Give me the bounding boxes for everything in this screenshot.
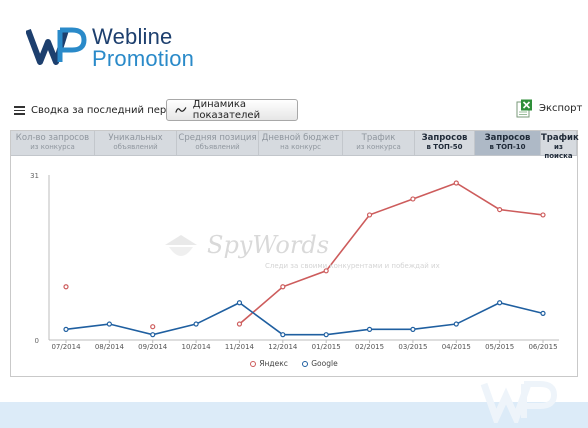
data-point-yandex (410, 196, 416, 202)
data-point-google (497, 300, 503, 306)
data-point-google (366, 326, 373, 332)
metric-tab-label: Кол-во запросов (15, 133, 90, 143)
x-tick-label: 12/2014 (268, 343, 298, 351)
export-label: Экспорт (539, 103, 583, 114)
metric-tab-sublabel: объявлений (113, 143, 158, 151)
data-point-yandex (540, 212, 546, 218)
data-point-google (323, 332, 329, 338)
data-point-yandex (150, 324, 156, 330)
chart-legend: Яндекс Google (11, 359, 577, 369)
metric-tab[interactable]: Средняя позиция объявлений (177, 131, 259, 155)
webline-logo: Webline Promotion (26, 22, 206, 74)
metric-tab-sublabel: на конкурс (280, 143, 321, 151)
metric-tabs: Кол-во запросов из конкурса Уникальных объя… (11, 131, 579, 160)
data-point-yandex (280, 284, 286, 290)
x-tick-label: 09/2014 (138, 343, 168, 351)
data-point-google (280, 332, 286, 338)
legend-dot-google (302, 360, 309, 367)
data-point-google (540, 310, 546, 316)
data-point-google (453, 321, 459, 327)
dynamics-button[interactable]: Динамика показателей (166, 99, 298, 121)
legend-item-yandex[interactable]: Яндекс (250, 359, 288, 368)
x-tick-label: 10/2014 (182, 343, 212, 351)
spywords-brand: SpyWords (207, 231, 330, 259)
x-tick-label: 02/2015 (355, 343, 384, 351)
data-point-google (410, 326, 416, 332)
excel-icon (516, 99, 532, 118)
x-tick-label: 06/2015 (528, 343, 557, 351)
x-tick-label: 11/2014 (225, 343, 255, 351)
x-tick-label: 05/2015 (485, 343, 514, 351)
metric-tab-sublabel: из поиска (544, 143, 573, 160)
spywords-tagline: Следи за своими конкурентами и побеждай … (265, 262, 440, 270)
x-tick-label: 07/2014 (51, 343, 81, 351)
metric-tab[interactable]: Кол-во запросов из конкурса (11, 131, 95, 155)
legend-label-google: Google (311, 359, 338, 368)
data-point-google (63, 326, 69, 332)
data-point-yandex (497, 206, 503, 213)
metric-tab[interactable]: Уникальных объявлений (95, 131, 177, 155)
logo-text-promotion: Promotion (92, 46, 195, 71)
metric-tab-label: Запросов (484, 133, 531, 143)
y-tick-label: 31 (30, 172, 39, 180)
dynamics-chart: 0 31 07/2014 08/2014 09/2014 10/2014 11/2014 12… (30, 172, 559, 351)
metric-tab-label: Уникальных (108, 133, 163, 143)
metric-tab-sublabel: объявлений (195, 143, 240, 151)
data-point-yandex (323, 268, 329, 274)
chart-panel: Кол-во запросов из конкурса Уникальных объя… (10, 130, 579, 377)
data-point-yandex (236, 321, 243, 327)
metric-tab[interactable]: Запросов в ТОП-50 (415, 131, 475, 155)
metric-tab-sublabel: из конкурса (30, 143, 75, 151)
summary-label: Сводка за последний период (31, 105, 186, 116)
series-line-google (65, 301, 544, 336)
metric-tab-label: Трафик (361, 133, 396, 143)
legend-item-google[interactable]: Google (302, 359, 338, 368)
summary-link[interactable]: Сводка за последний период (14, 105, 186, 116)
legend-dot-yandex (250, 360, 257, 367)
x-tick-label: 03/2015 (398, 343, 427, 351)
data-point-google (106, 321, 112, 327)
metric-tab-label: Средняя позиция (178, 133, 257, 143)
list-icon (14, 106, 25, 115)
metric-tab-label: Трафик (541, 133, 579, 143)
metric-tab-label: Дневной бюджет (261, 133, 340, 143)
metric-tab[interactable]: Трафик из конкурса (343, 131, 415, 155)
wp-logo-icon (26, 27, 87, 65)
x-tick-label: 01/2015 (312, 343, 341, 351)
metric-tab-sublabel: в ТОП-10 (489, 143, 526, 151)
series-line-yandex (238, 182, 544, 325)
data-point-yandex (63, 284, 69, 290)
metric-tab-sublabel: в ТОП-50 (426, 143, 463, 151)
metric-tab-label: Запросов (421, 133, 468, 143)
dynamics-label: Динамика показателей (192, 99, 261, 121)
spywords-watermark (161, 231, 201, 271)
export-button[interactable]: Экспорт (516, 99, 582, 118)
x-tick-label: 08/2014 (95, 343, 125, 351)
data-point-google (193, 321, 199, 327)
y-tick-label: 0 (35, 337, 39, 345)
x-tick-label: 04/2015 (442, 343, 471, 351)
metric-tab-sublabel: из конкурса (356, 143, 401, 151)
data-point-google (236, 300, 243, 306)
metric-tab[interactable]: Запросов в ТОП-10 (475, 131, 541, 155)
spy-hat-icon (165, 235, 197, 256)
wp-watermark-icon (480, 381, 558, 423)
metric-tab[interactable]: Дневной бюджет на конкурс (259, 131, 343, 155)
metric-tab[interactable]: Трафик из поиска (541, 131, 579, 160)
data-point-yandex (453, 180, 459, 186)
data-point-yandex (366, 212, 373, 218)
legend-label-yandex: Яндекс (259, 359, 288, 368)
data-point-google (150, 332, 156, 338)
logo-text-webline: Webline (92, 24, 173, 49)
trend-icon (175, 107, 187, 113)
